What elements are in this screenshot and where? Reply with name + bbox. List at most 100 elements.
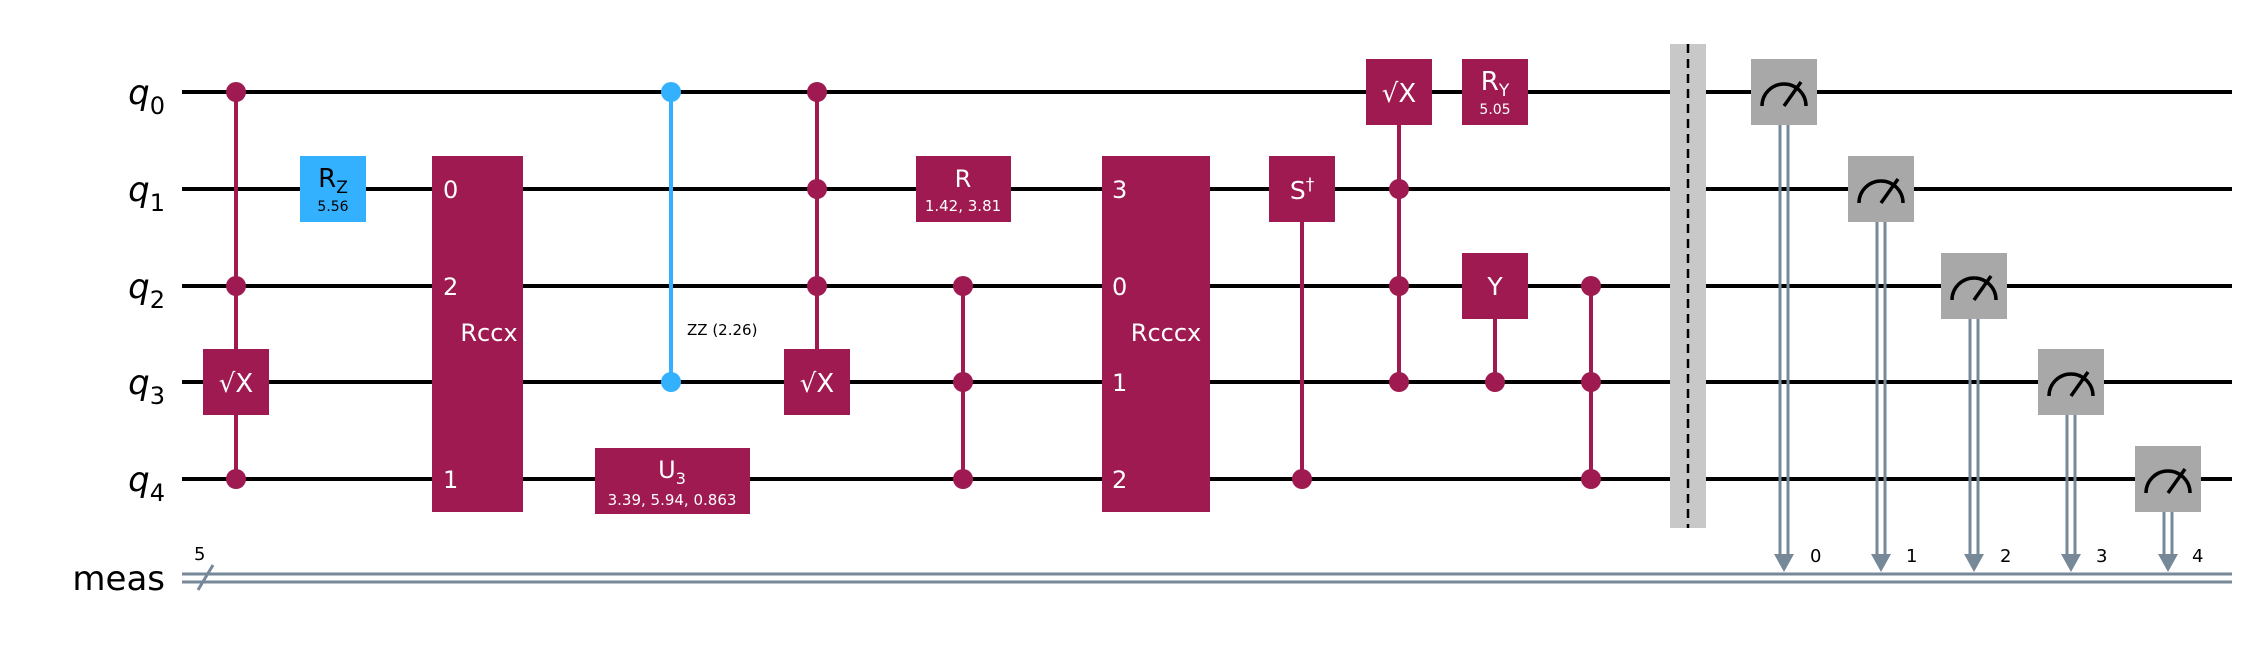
control-dot-q3	[1581, 372, 1601, 392]
control-dot-q1	[807, 179, 827, 199]
bit-label: 1	[1906, 546, 1917, 567]
gate-box	[916, 156, 1011, 222]
wire-label-q1: q1	[128, 170, 165, 217]
control-dot-q1	[1389, 179, 1409, 199]
ccz-gate	[953, 276, 973, 489]
bit-label: 0	[1810, 546, 1821, 567]
control-dot-q0	[807, 82, 827, 102]
gate-param: 5.56	[317, 199, 348, 215]
control-dot-q0	[226, 82, 246, 102]
gate-box	[1462, 59, 1528, 125]
node-q3	[661, 372, 681, 392]
ry-gate-q0: RY 5.05	[1462, 59, 1528, 125]
gate-label: RY	[1481, 67, 1510, 101]
gate-box	[784, 349, 850, 415]
wire-label-meas: meas	[72, 559, 165, 599]
measure-q4: 4	[2135, 446, 2203, 572]
control-dot-q4	[226, 469, 246, 489]
gate-box	[203, 349, 269, 415]
wire-labels: q0 q1 q2 q3 q4 meas	[72, 73, 165, 599]
meter-box	[1751, 59, 1817, 125]
gate-label: R	[955, 165, 972, 193]
meter-needle	[1879, 177, 1900, 205]
wire-label-q2: q2	[128, 267, 165, 314]
meter-needle	[2166, 467, 2187, 495]
u3-gate-q4: U3 3.39, 5.94, 0.863	[595, 448, 750, 514]
meter-needle	[1972, 274, 1993, 302]
control-dot-q3	[953, 372, 973, 392]
gate-label: √X	[1382, 79, 1416, 109]
wire-label-q3: q3	[128, 363, 165, 410]
port-label-q4: 2	[1112, 466, 1127, 494]
measure-arrow	[1774, 554, 1794, 572]
meter-needle	[2069, 370, 2090, 398]
port-label-q2: 0	[1112, 273, 1127, 301]
gate-label: Y	[1486, 272, 1503, 301]
gate-label: √X	[800, 369, 834, 399]
bit-label: 2	[2000, 546, 2011, 567]
measure-q0: 0	[1751, 59, 1821, 572]
r-gate-q1: R 1.42, 3.81	[916, 156, 1011, 222]
control-dot-q2	[1581, 276, 1601, 296]
csx-gate-q3: √X	[203, 82, 269, 489]
gate-label: Rccx	[460, 319, 517, 347]
meter-icon	[1857, 179, 1905, 204]
wire-label-q4: q4	[128, 460, 165, 507]
gate-param: 3.39, 5.94, 0.863	[608, 491, 737, 509]
port-label-q1: 3	[1112, 176, 1127, 204]
gate-label: RZ	[318, 164, 348, 198]
control-dot-q2	[1389, 276, 1409, 296]
gate-box	[300, 156, 366, 222]
rccx-gate: 0 2 1 Rccx	[432, 156, 523, 512]
port-label-q4: 1	[443, 466, 458, 494]
measure-arrow	[2158, 554, 2178, 572]
control-dot-q3	[1389, 372, 1409, 392]
control-dot-q2	[807, 276, 827, 296]
register-width-slash	[196, 564, 215, 591]
port-label-q1: 0	[443, 176, 458, 204]
gate-box	[432, 156, 523, 512]
barrier	[1670, 44, 1706, 528]
rzz-gate: ZZ (2.26)	[661, 82, 757, 392]
cy-gate: Y	[1462, 253, 1528, 392]
measure-arrow	[1871, 554, 1891, 572]
measure-q1: 1	[1848, 156, 1917, 572]
gate-param: 5.05	[1479, 102, 1510, 118]
gate-box	[1462, 253, 1528, 319]
port-label-q2: 2	[443, 273, 458, 301]
gate-param: 1.42, 3.81	[925, 197, 1001, 215]
bit-label: 4	[2192, 546, 2203, 567]
meter-icon	[2047, 372, 2095, 397]
meter-icon	[1950, 276, 1998, 301]
meter-icon	[1760, 82, 1808, 107]
gate-box	[1269, 156, 1335, 222]
meter-box	[2038, 349, 2104, 415]
control-dot-q2	[226, 276, 246, 296]
wire-label-q0: q0	[128, 73, 165, 120]
gate-label: S†	[1290, 175, 1315, 205]
gate-label: √X	[219, 369, 253, 399]
mcsx-gate-q3: √X	[784, 82, 850, 415]
control-dot-q3	[1485, 372, 1505, 392]
meter-needle	[1782, 80, 1803, 108]
control-dot-q2	[953, 276, 973, 296]
gate-box	[595, 448, 750, 514]
measure-arrow	[1964, 554, 1984, 572]
control-dot-q4	[1292, 469, 1312, 489]
measure-q3: 3	[2038, 349, 2107, 572]
gate-label: U3	[658, 456, 686, 488]
control-dot-q4	[953, 469, 973, 489]
port-label-q3: 1	[1112, 369, 1127, 397]
rz-gate-q1: RZ 5.56	[300, 156, 366, 222]
measure-q2: 2	[1941, 253, 2011, 572]
csdg-gate: S†	[1269, 156, 1335, 489]
gate-label: Rcccx	[1131, 319, 1201, 347]
control-dot-q4	[1581, 469, 1601, 489]
meter-icon	[2144, 469, 2192, 494]
gate-label: ZZ (2.26)	[687, 321, 757, 339]
meter-box	[1848, 156, 1914, 222]
node-q0	[661, 82, 681, 102]
measure-arrow	[2061, 554, 2081, 572]
classical-register: 5	[182, 544, 2232, 591]
